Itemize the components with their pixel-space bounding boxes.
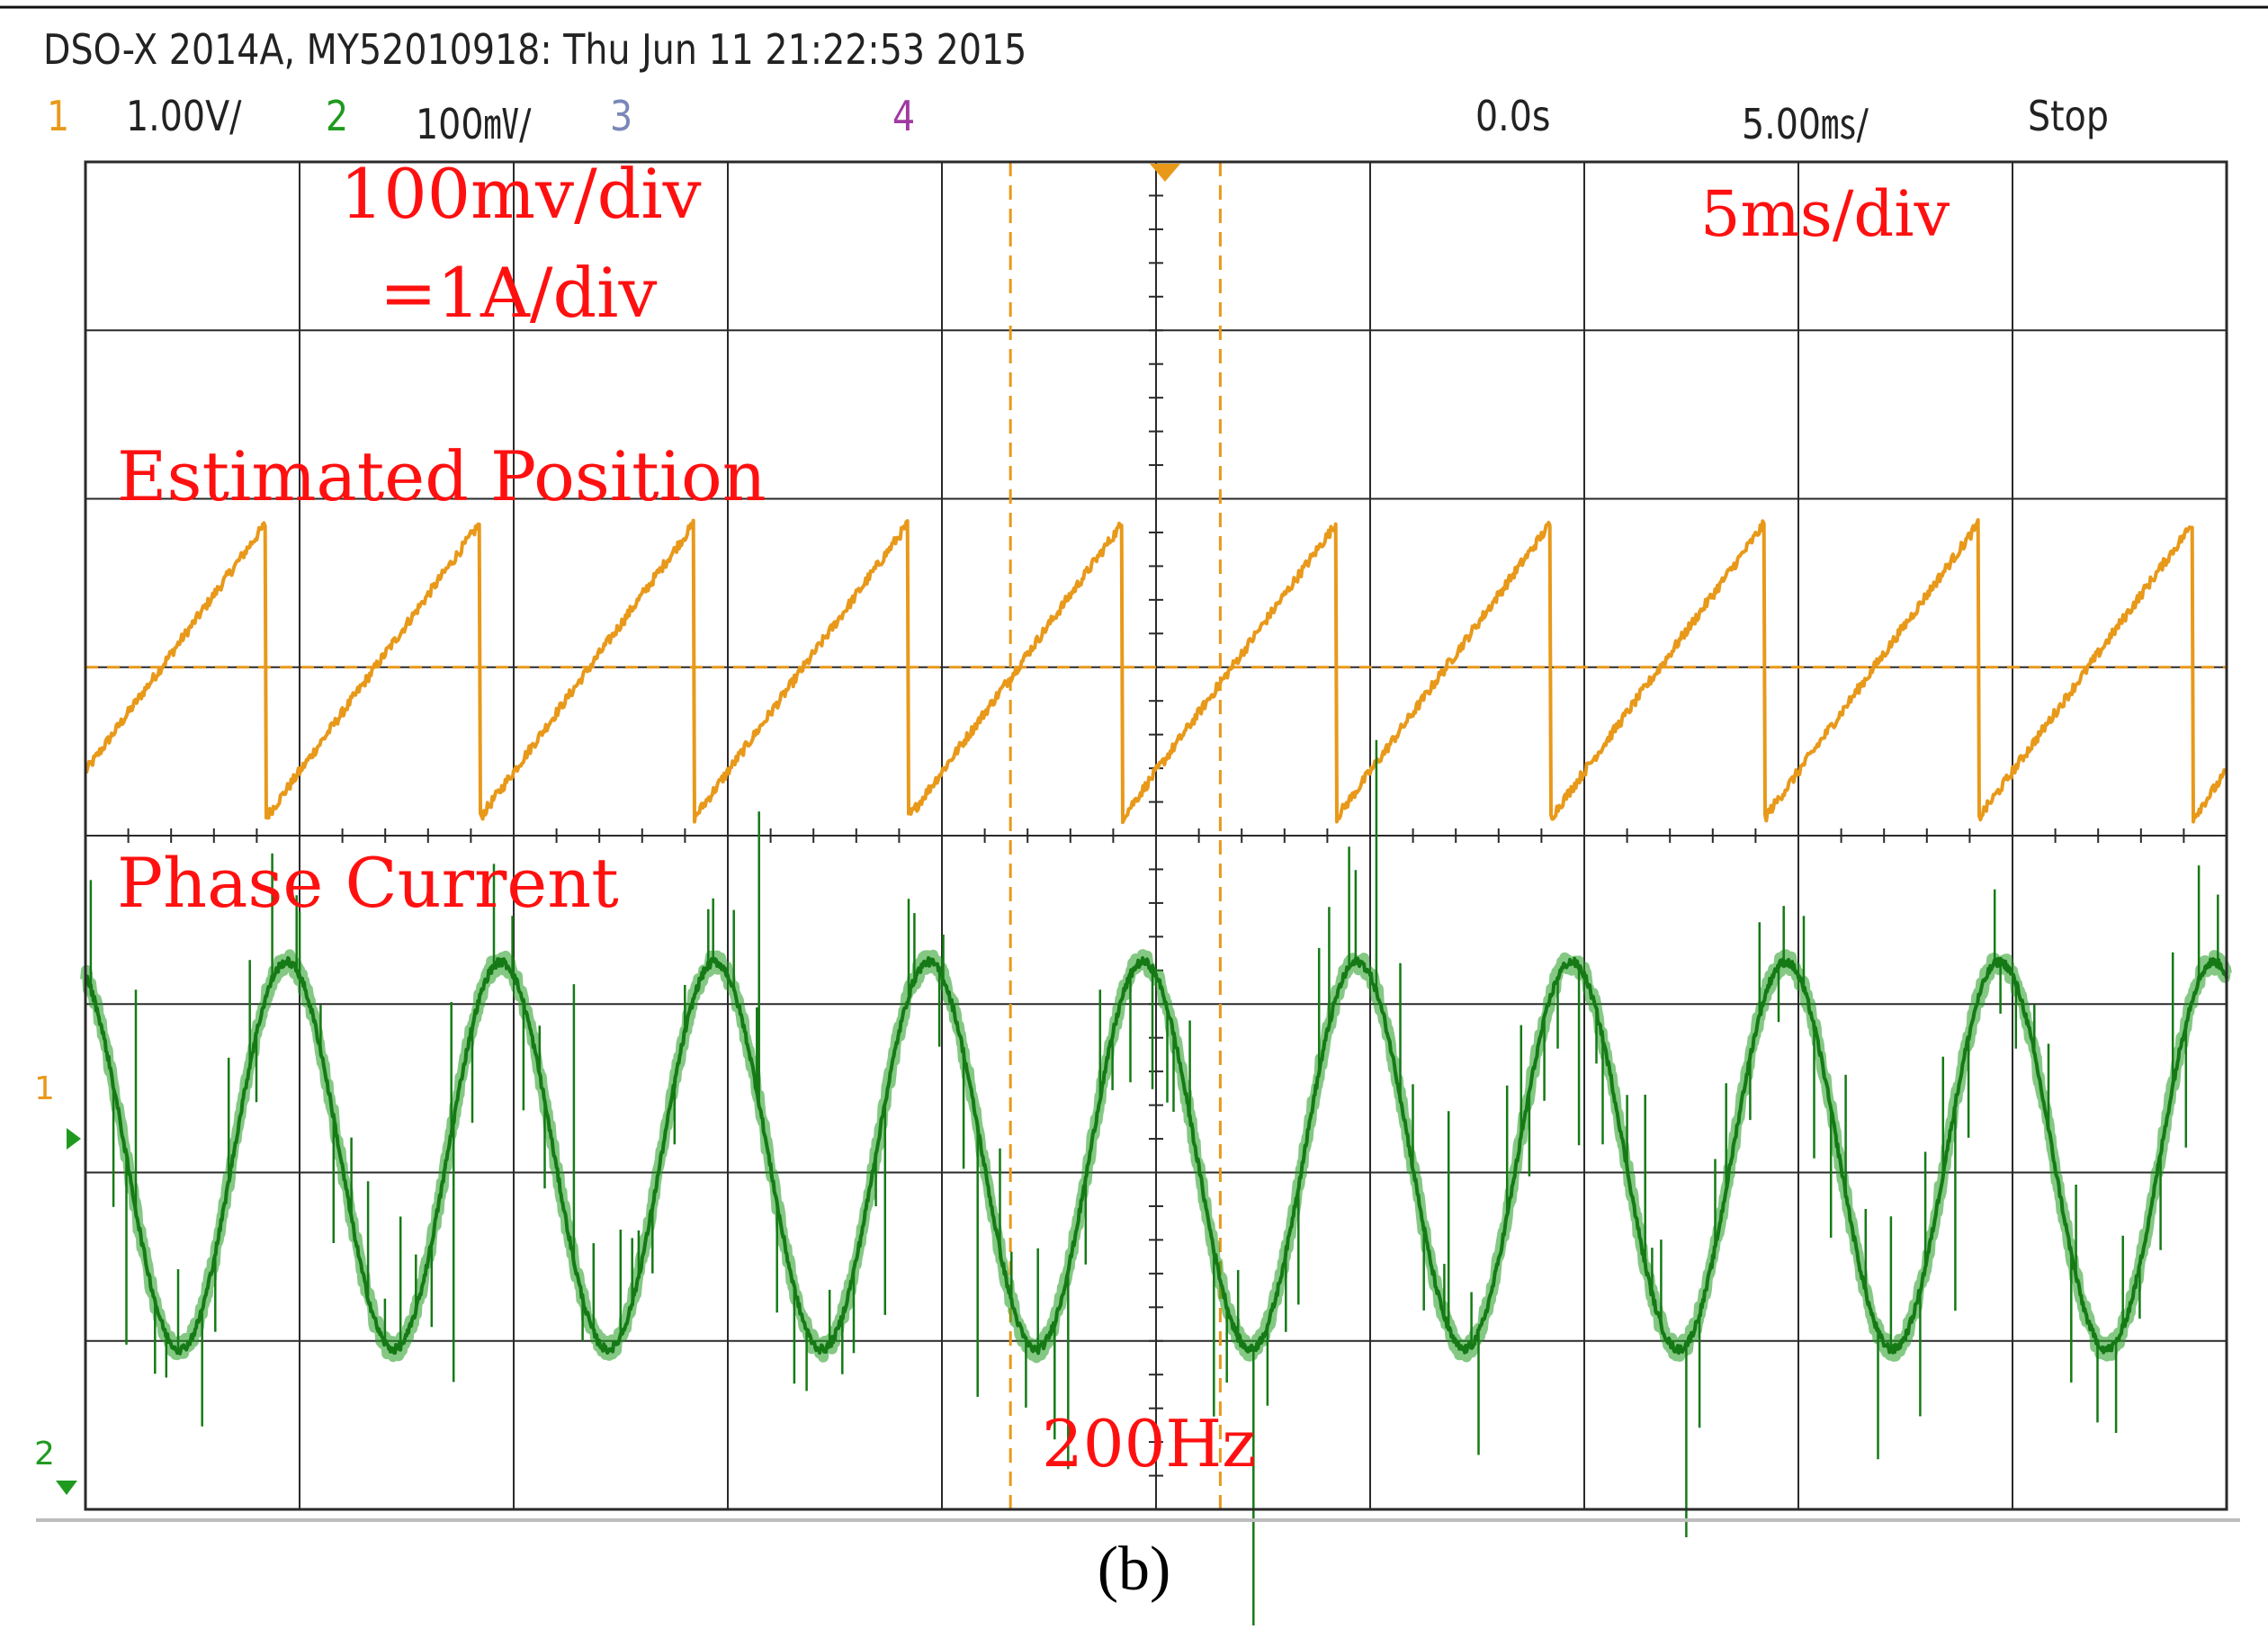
ch1-scale: 1.00V/ [126, 92, 242, 140]
annotation-ch2-scale: 100mv/div [340, 154, 702, 234]
trigger-position-marker[interactable] [1150, 164, 1180, 182]
time-offset: 0.0s [1475, 92, 1551, 140]
time-scale: 5.00㎳/ [1742, 100, 1869, 148]
scope-title: DSO-X 2014A, MY52010918: Thu Jun 11 21:2… [43, 25, 1027, 74]
screen-frame [84, 160, 2228, 1511]
trace-estimated-position [84, 517, 2228, 825]
run-state[interactable]: Stop [2028, 92, 2109, 140]
ch2-level-marker[interactable] [67, 1128, 81, 1150]
annotation-phase-current: Phase Current [117, 843, 619, 923]
annotation-time-div: 5ms/div [1700, 177, 1950, 251]
graticule [85, 161, 2228, 1510]
trace-phase-current [80, 739, 2232, 1625]
annotation-current-scale: =1A/div [380, 253, 657, 333]
ch2-scale: 100㎷/ [416, 100, 532, 148]
ch2-noise-spikes [89, 739, 2219, 1625]
ch4-number[interactable]: 4 [892, 92, 916, 140]
ch3-number[interactable]: 3 [610, 92, 633, 140]
ground-markers[interactable]: 12 [34, 1070, 81, 1495]
ch2-waveform [84, 955, 2228, 1356]
ch1-ground-marker[interactable]: 1 [34, 1070, 55, 1107]
ch2-ground-marker[interactable]: 2 [34, 1436, 55, 1472]
figure-caption: (b) [1097, 1535, 1171, 1604]
ch2-number[interactable]: 2 [326, 92, 349, 140]
ch1-number[interactable]: 1 [47, 92, 70, 140]
ch1-waveform [84, 517, 2228, 825]
annotation-frequency: 200Hz [1042, 1406, 1256, 1481]
annotation-estimated-position: Estimated Position [117, 436, 766, 516]
ch2-ground-arrow[interactable] [56, 1481, 77, 1495]
